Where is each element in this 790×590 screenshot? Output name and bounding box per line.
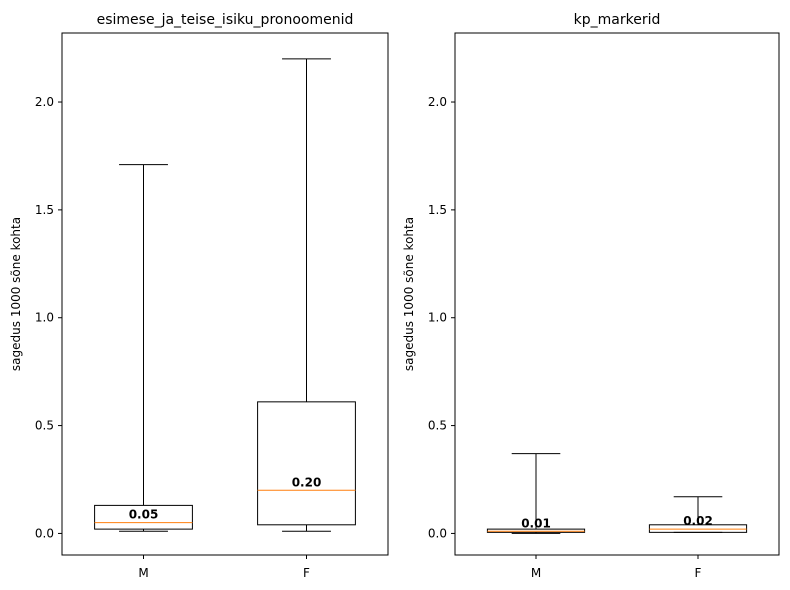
y-tick-label: 0.5 xyxy=(35,419,54,433)
median-label: 0.05 xyxy=(129,508,159,522)
y-tick-label: 0.0 xyxy=(35,526,54,540)
panel-title: esimese_ja_teise_isiku_pronoomenid xyxy=(97,12,354,28)
box-M: 0.05 xyxy=(94,164,193,532)
y-tick-label: 0.5 xyxy=(428,419,447,433)
x-tick-label: M xyxy=(531,566,541,580)
y-tick-label: 1.5 xyxy=(35,203,54,217)
box-M: 0.01 xyxy=(486,453,586,534)
y-tick-label: 0.0 xyxy=(428,526,447,540)
box-F: 0.02 xyxy=(648,496,748,533)
box-body xyxy=(486,528,586,533)
axes-frame xyxy=(61,32,389,556)
y-tick-label: 1.0 xyxy=(428,311,447,325)
y-axis-label: sagedus 1000 sõne kohta xyxy=(402,217,416,371)
box-body xyxy=(648,524,748,533)
y-tick-label: 1.5 xyxy=(428,203,447,217)
x-tick-label: F xyxy=(695,566,702,580)
y-axis-label: sagedus 1000 sõne kohta xyxy=(9,217,23,371)
boxplot-panel-kp-markers: kp_markerid sagedus 1000 sõne kohta 0.0 0… xyxy=(402,12,780,580)
box-body xyxy=(94,504,193,530)
y-tick-label: 2.0 xyxy=(35,95,54,109)
y-tick-label: 2.0 xyxy=(428,95,447,109)
y-tick-label: 1.0 xyxy=(35,311,54,325)
box-F: 0.20 xyxy=(257,58,356,532)
x-tick-label: M xyxy=(138,566,148,580)
median-label: 0.01 xyxy=(521,516,551,530)
boxplot-panel-pronouns: esimese_ja_teise_isiku_pronoomenid saged… xyxy=(9,12,389,580)
axes-frame xyxy=(454,32,780,556)
box-body xyxy=(257,401,356,526)
median-label: 0.20 xyxy=(292,475,322,489)
median-label: 0.02 xyxy=(683,514,713,528)
panel-title: kp_markerid xyxy=(574,12,661,28)
x-tick-label: F xyxy=(303,566,310,580)
